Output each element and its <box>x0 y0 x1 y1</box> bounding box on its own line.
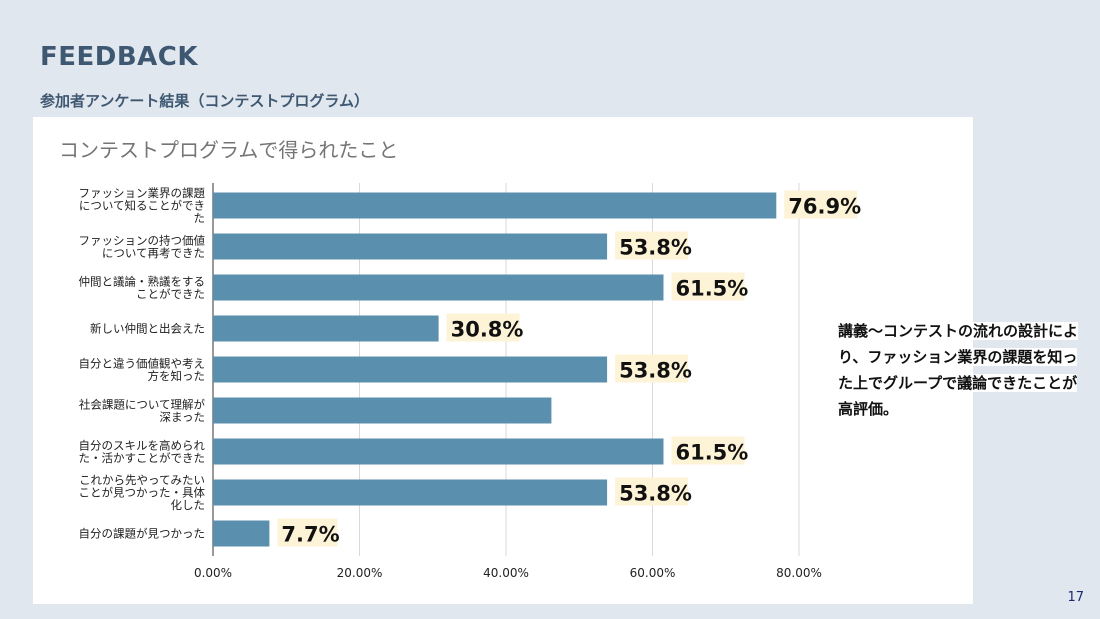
category-label: 自分と違う価値観や考え <box>79 356 206 370</box>
data-label-bg <box>446 313 520 342</box>
category-label: について再考できた <box>102 246 205 260</box>
bar <box>213 233 608 260</box>
data-label-bg <box>277 518 338 547</box>
category-label: ことが見つかった・具体 <box>79 486 206 500</box>
x-tick-label: 60.00% <box>630 566 676 580</box>
chart-title: コンテストプログラムで得られたこと <box>59 138 398 162</box>
summary-note-text: 講義～コンテストの流れの設計により、ファッション業界の課題を知った上でグループで… <box>838 322 1079 418</box>
category-label: た <box>194 211 206 225</box>
category-label: ファッション業界の課題 <box>79 186 206 200</box>
category-label: 仲間と議論・熟議をする <box>79 274 206 288</box>
bar <box>213 356 608 383</box>
category-label: ファッションの持つ価値 <box>79 233 206 247</box>
category-label: 化した <box>171 498 206 512</box>
page-number: 17 <box>1067 590 1084 605</box>
category-label: 自分の課題が見つかった <box>79 527 206 541</box>
x-tick-label: 40.00% <box>483 566 529 580</box>
data-label: 53.8% <box>619 236 692 260</box>
data-label: 7.7% <box>281 523 339 547</box>
category-label: 自分のスキルを高められ <box>79 438 206 452</box>
category-label: 深まった <box>159 410 205 424</box>
category-label: ことができた <box>136 287 205 301</box>
x-tick-label: 20.00% <box>337 566 383 580</box>
summary-note: 講義～コンテストの流れの設計により、ファッション業界の課題を知った上でグループで… <box>838 318 1088 422</box>
data-label-bg <box>671 436 745 465</box>
category-label: た・活かすことができた <box>79 451 206 465</box>
bar <box>213 520 270 547</box>
slide-subtitle: 参加者アンケート結果（コンテストプログラム） <box>40 92 369 110</box>
data-label: 53.8% <box>619 482 692 506</box>
category-label: 新しい仲間と出会えた <box>90 322 205 336</box>
bar <box>213 479 608 506</box>
bar <box>213 438 664 465</box>
category-label: 社会課題について理解が <box>79 397 206 411</box>
x-tick-label: 0.00% <box>194 566 232 580</box>
category-label: について知ることができ <box>79 199 205 213</box>
data-label-bg <box>615 477 689 506</box>
category-label: これから先やってみたい <box>79 473 205 487</box>
slide-title: FEEDBACK <box>40 42 199 72</box>
data-label-bg <box>784 190 858 219</box>
bar <box>213 315 439 342</box>
x-tick-label: 80.00% <box>776 566 822 580</box>
bar <box>213 274 664 301</box>
bar <box>213 192 777 219</box>
category-label: 方を知った <box>148 369 206 383</box>
data-label: 53.8% <box>619 359 692 383</box>
bar-chart: コンテストプログラムで得られたこと 0.00% 20.00% 40.00% 60.00%… <box>59 138 861 580</box>
data-label: 61.5% <box>675 277 748 301</box>
data-label-bg <box>671 272 745 301</box>
data-label-bg <box>615 231 689 260</box>
data-label: 30.8% <box>451 318 524 342</box>
data-label: 76.9% <box>788 195 861 219</box>
chart-panel: コンテストプログラムで得られたこと 0.00% 20.00% 40.00% 60.00%… <box>33 117 973 604</box>
data-label: 61.5% <box>675 441 748 465</box>
data-label-bg <box>615 354 689 383</box>
bar <box>213 397 552 424</box>
